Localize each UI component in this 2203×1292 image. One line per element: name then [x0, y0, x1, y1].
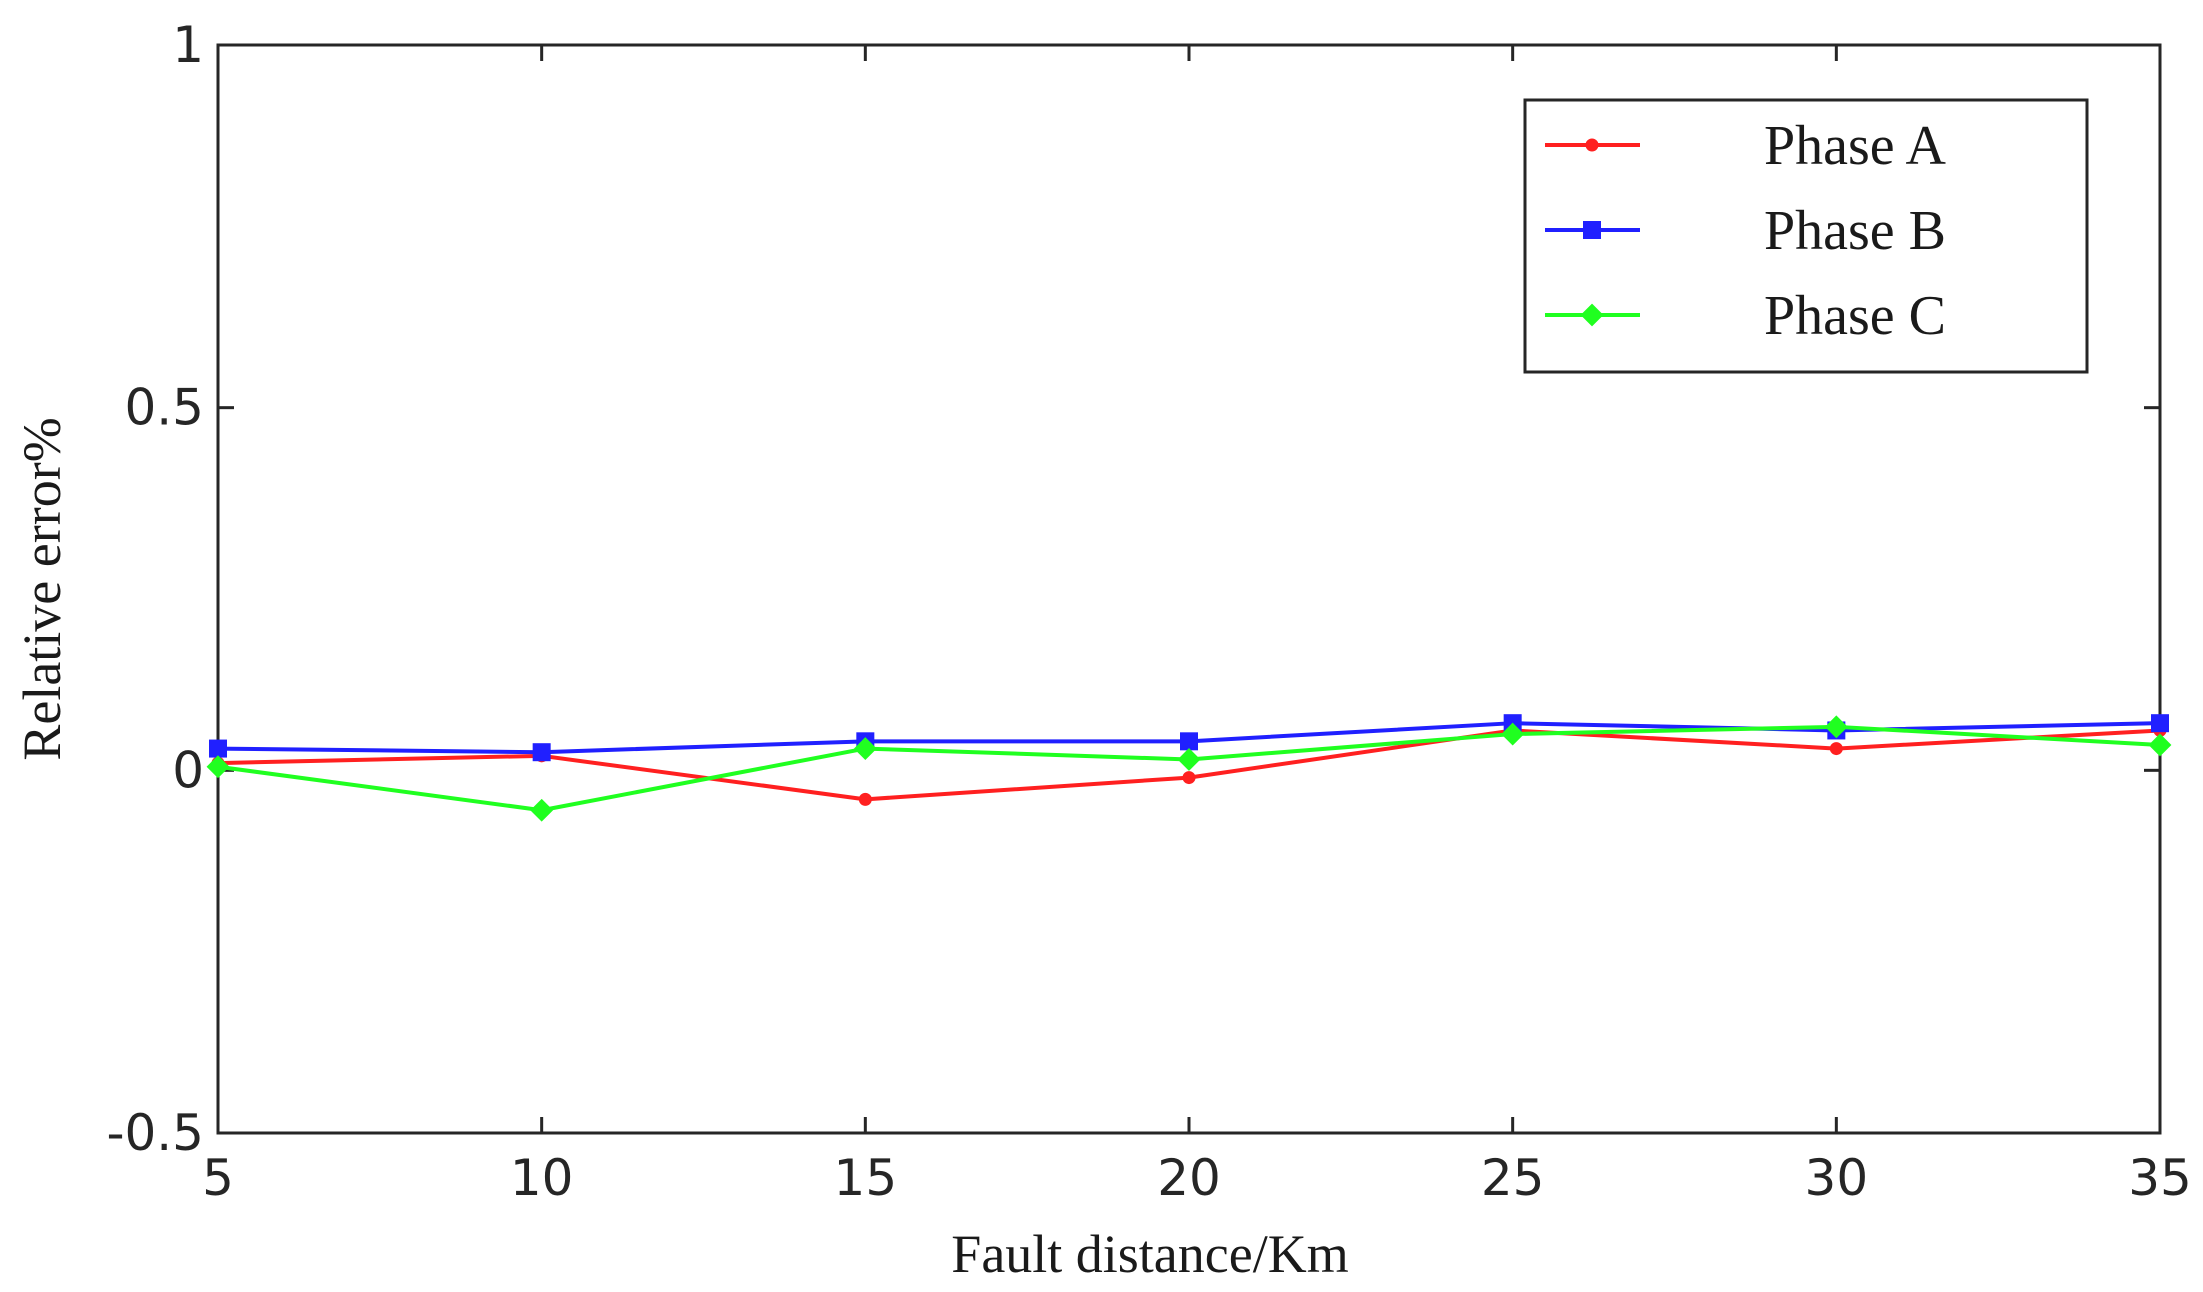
- data-point: [2151, 714, 2169, 733]
- y-tick-label: -0.5: [106, 1104, 204, 1162]
- legend: Phase A Phase B Phase C: [1523, 98, 2089, 374]
- data-point: [1182, 771, 1196, 785]
- legend-label: Phase C: [1764, 285, 1946, 347]
- legend-marker: [1585, 138, 1599, 152]
- data-point: [1180, 732, 1198, 751]
- y-axis: -0.5 0 0.5 1: [106, 16, 2160, 1162]
- x-axis: 5 10 15 20 25 30 35: [202, 45, 2192, 1207]
- legend-entry: Phase B: [1545, 200, 1946, 262]
- series-layer: [206, 714, 2172, 822]
- legend-entry: Phase C: [1545, 285, 1946, 347]
- data-point: [206, 755, 230, 779]
- y-tick-label: 0.5: [124, 379, 204, 437]
- y-tick-label: 0: [172, 741, 204, 799]
- x-axis-title: Fault distance/Km: [951, 1224, 1348, 1284]
- y-axis-title: Relative error%: [12, 417, 72, 760]
- data-point: [1829, 742, 1843, 756]
- x-tick-label: 5: [202, 1149, 234, 1207]
- legend-entry: Phase A: [1545, 115, 1947, 177]
- x-tick-label: 30: [1805, 1149, 1869, 1207]
- legend-marker: [1583, 221, 1601, 239]
- data-point: [858, 792, 872, 806]
- data-point: [1824, 715, 1848, 739]
- y-tick-label: 1: [172, 16, 204, 74]
- data-point: [1177, 748, 1201, 771]
- data-point: [1501, 722, 1525, 746]
- x-tick-label: 15: [834, 1149, 898, 1207]
- data-point: [2148, 733, 2172, 757]
- series-phase-c: [206, 715, 2172, 822]
- data-point: [853, 737, 877, 760]
- data-point: [530, 798, 554, 822]
- data-point: [209, 739, 227, 758]
- x-tick-label: 25: [1481, 1149, 1545, 1207]
- legend-marker: [1580, 303, 1604, 327]
- data-point: [532, 743, 551, 762]
- x-tick-label: 20: [1157, 1149, 1221, 1207]
- legend-label: Phase B: [1764, 200, 1946, 262]
- x-tick-label: 35: [2128, 1149, 2192, 1207]
- x-tick-label: 10: [510, 1149, 574, 1207]
- legend-label: Phase A: [1764, 115, 1947, 177]
